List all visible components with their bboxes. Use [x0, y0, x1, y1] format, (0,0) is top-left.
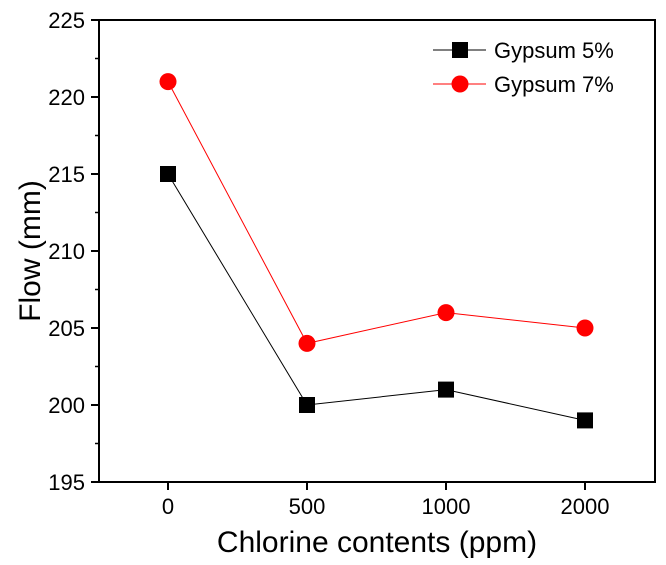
data-point-square — [160, 166, 176, 182]
x-axis-title: Chlorine contents (ppm) — [217, 526, 537, 559]
series-layer — [159, 73, 594, 429]
y-tick-label: 200 — [48, 393, 85, 418]
legend-label-gypsum-7: Gypsum 7% — [494, 72, 614, 97]
data-point-circle — [298, 334, 316, 352]
data-point-square — [299, 397, 315, 413]
x-tick-label: 2000 — [561, 494, 610, 519]
series-line-1 — [167, 173, 586, 421]
y-axis-title: Flow (mm) — [14, 180, 47, 322]
x-axis: 0 500 1000 2000 — [162, 482, 610, 519]
x-tick-label: 0 — [162, 494, 174, 519]
series-line-2 — [167, 81, 586, 344]
y-tick-label: 215 — [48, 162, 85, 187]
x-tick-label: 500 — [289, 494, 326, 519]
legend-marker-square — [452, 42, 468, 58]
data-point-circle — [159, 73, 177, 91]
y-tick-label: 205 — [48, 316, 85, 341]
x-tick-label: 1000 — [422, 494, 471, 519]
y-tick-label: 195 — [48, 470, 85, 495]
data-point-square — [438, 381, 454, 398]
data-point-circle — [437, 304, 455, 322]
y-tick-label: 220 — [48, 85, 85, 110]
legend-marker-circle — [451, 75, 469, 93]
y-tick-label: 225 — [48, 8, 85, 33]
data-point-square — [577, 412, 593, 429]
y-axis: 195 200 205 210 215 220 225 — [48, 8, 99, 495]
legend: Gypsum 5% Gypsum 7% — [433, 38, 614, 97]
data-point-circle — [576, 319, 594, 337]
y-tick-label: 210 — [48, 239, 85, 264]
legend-label-gypsum-5: Gypsum 5% — [494, 38, 614, 63]
